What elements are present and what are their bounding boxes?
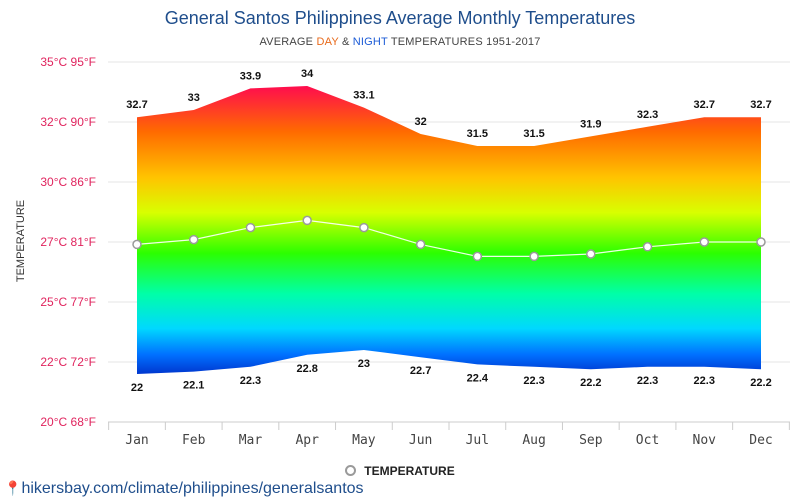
high-value-label: 32.3 xyxy=(637,109,658,121)
legend-marker-icon xyxy=(345,465,357,476)
low-value-label: 22.3 xyxy=(637,375,658,387)
high-value-label: 33 xyxy=(188,92,200,104)
chart-subtitle: AVERAGE DAY & NIGHT TEMPERATURES 1951-20… xyxy=(0,36,800,48)
mean-point xyxy=(188,234,199,245)
x-tick-label: Sep xyxy=(579,433,603,448)
high-value-label: 33.9 xyxy=(240,70,261,82)
low-value-label: 22.8 xyxy=(296,363,317,375)
low-value-label: 22.1 xyxy=(183,380,204,392)
temperature-range-area xyxy=(137,86,761,374)
x-tick-label: Dec xyxy=(749,433,772,448)
mean-point xyxy=(472,251,483,262)
low-value-label: 22.7 xyxy=(410,365,431,377)
legend[interactable]: TEMPERATURE xyxy=(0,464,800,478)
x-tick-label: Nov xyxy=(693,433,717,448)
y-tick-label: 20°C 68°F xyxy=(40,415,96,429)
subtitle-amp: & xyxy=(338,36,353,48)
x-tick-label: Jun xyxy=(409,433,432,448)
x-tick-label: Aug xyxy=(522,433,545,448)
chart-title: General Santos Philippines Average Month… xyxy=(164,8,636,28)
y-axis-ticks: 35°C 95°F 32°C 90°F 30°C 86°F 27°C 81°F 25°C… xyxy=(40,55,96,429)
source-link[interactable]: 📍hikersbay.com/climate/philippines/gener… xyxy=(4,480,364,498)
x-axis-ticks: Jan Feb Mar Apr May Jun Jul Aug Sep Oct Nov Dec xyxy=(125,433,772,448)
x-tick-label: Jul xyxy=(466,433,489,448)
y-tick-label: 22°C 72°F xyxy=(40,355,96,369)
high-value-label: 32.7 xyxy=(126,99,147,111)
mean-point xyxy=(529,251,539,262)
low-value-label: 22.3 xyxy=(240,375,261,387)
subtitle-night: NIGHT xyxy=(352,36,388,48)
low-value-label: 22.3 xyxy=(523,375,544,387)
low-value-label: 22.2 xyxy=(580,377,601,389)
x-tick-label: Feb xyxy=(182,433,206,448)
high-value-label: 32 xyxy=(415,116,427,128)
high-value-label: 32.7 xyxy=(694,99,715,111)
high-value-label: 31.9 xyxy=(580,118,601,130)
high-value-label: 31.5 xyxy=(523,128,544,140)
mean-point xyxy=(699,237,710,247)
source-url: hikersbay.com/climate/philippines/genera… xyxy=(21,480,364,497)
high-value-label: 32.7 xyxy=(750,99,771,111)
mean-temperature-line xyxy=(136,219,761,257)
low-value-label: 22.2 xyxy=(750,377,771,389)
subtitle-prefix: AVERAGE xyxy=(259,36,317,48)
x-tick-label: Jan xyxy=(125,433,148,448)
low-value-label: 22 xyxy=(131,382,143,394)
legend-label: TEMPERATURE xyxy=(364,464,455,478)
y-tick-label: 27°C 81°F xyxy=(40,235,96,249)
mean-point xyxy=(756,237,766,247)
low-value-label: 22.3 xyxy=(694,375,715,387)
x-tick-label: May xyxy=(352,433,376,448)
y-tick-label: 32°C 90°F xyxy=(40,115,96,129)
subtitle-day: DAY xyxy=(316,36,339,48)
high-value-label: 31.5 xyxy=(467,128,488,140)
mean-point xyxy=(359,222,369,233)
data-marks: 32.7 33 33.9 34 33.1 32 31.5 31.5 31.9 32.3 32.7 32… xyxy=(126,68,771,394)
y-axis-label: TEMPERATURE xyxy=(15,200,27,282)
high-value-label: 33.1 xyxy=(353,90,374,102)
x-tick-label: Apr xyxy=(295,433,319,448)
mean-point xyxy=(132,239,142,250)
y-tick-label: 35°C 95°F xyxy=(40,55,96,69)
subtitle-suffix: TEMPERATURES 1951-2017 xyxy=(387,36,541,48)
mean-point xyxy=(642,242,653,252)
y-tick-label: 25°C 77°F xyxy=(40,295,96,309)
x-tick-label: Oct xyxy=(636,433,659,448)
mean-point xyxy=(245,222,256,233)
chart-area: 35°C 95°F 32°C 90°F 30°C 86°F 27°C 81°F 25°C… xyxy=(15,55,790,448)
mean-point xyxy=(302,215,312,226)
low-value-label: 23 xyxy=(358,358,370,370)
high-value-label: 34 xyxy=(301,68,314,80)
y-tick-label: 30°C 86°F xyxy=(40,175,96,189)
low-value-label: 22.4 xyxy=(467,372,489,384)
mean-point xyxy=(415,239,426,250)
location-pin-icon: 📍 xyxy=(4,480,22,496)
mean-point xyxy=(586,249,596,259)
x-tick-label: Mar xyxy=(239,433,263,448)
